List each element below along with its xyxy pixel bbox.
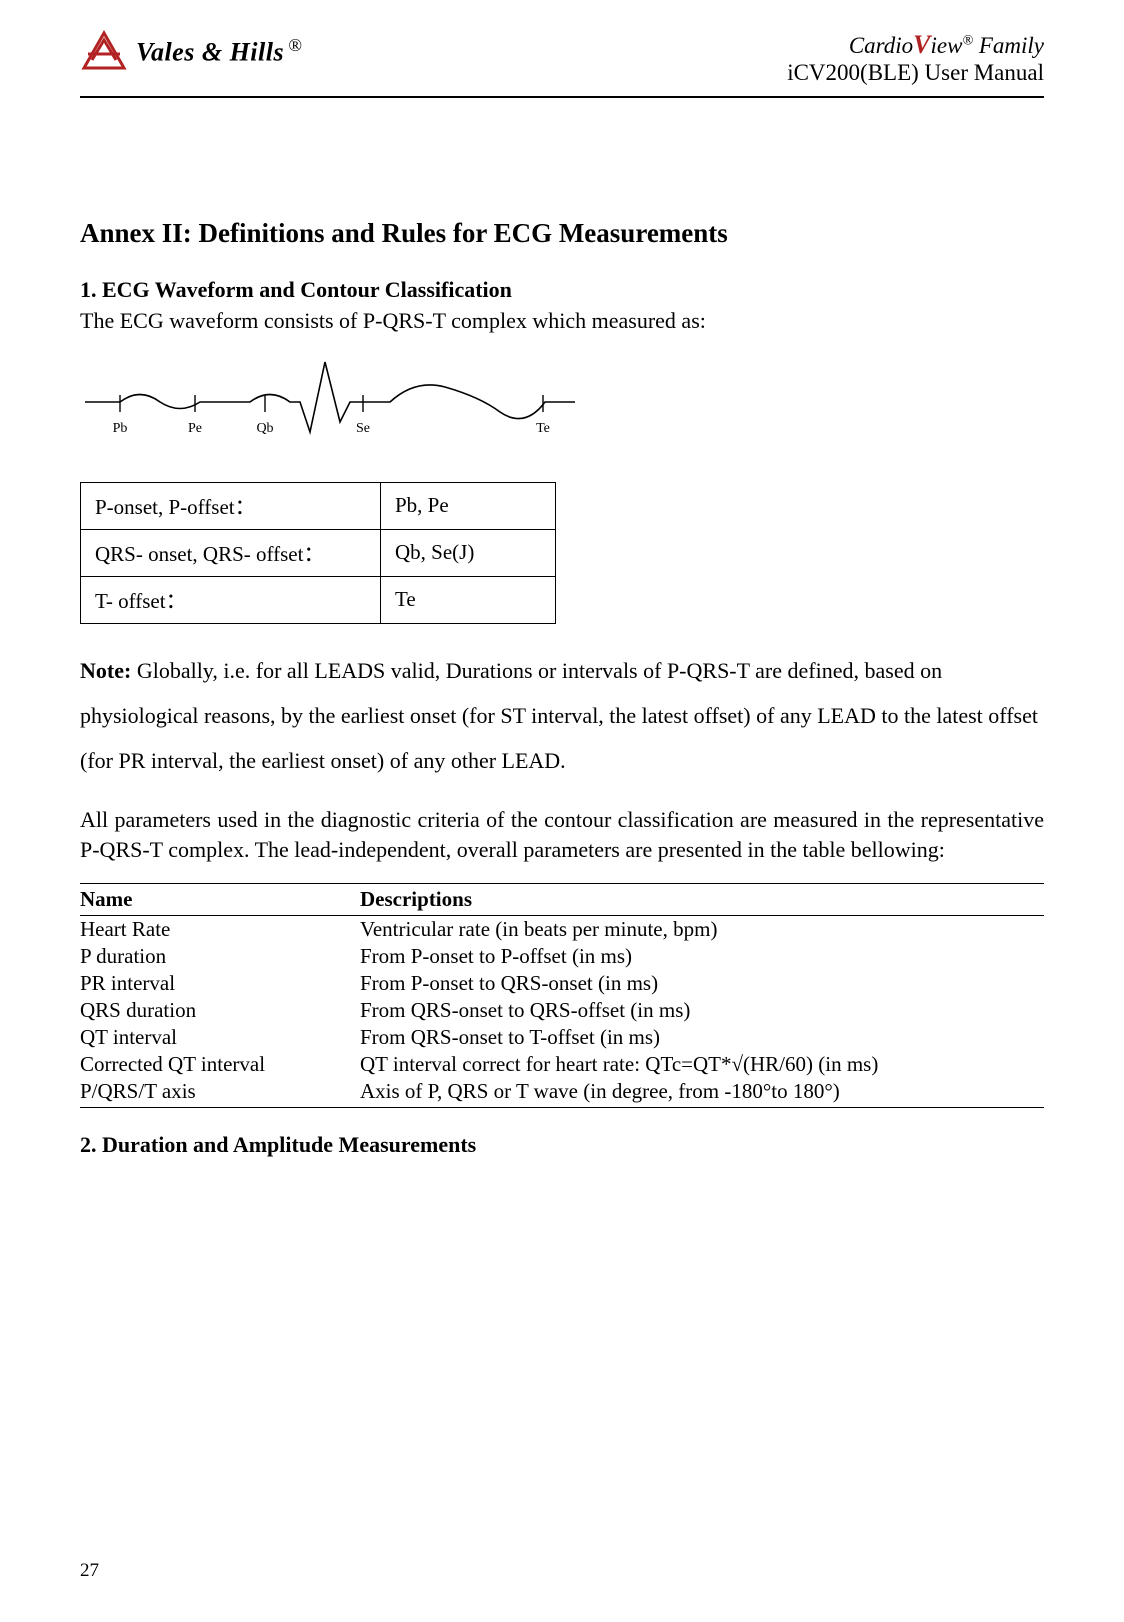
param-desc: Axis of P, QRS or T wave (in degree, fro…: [360, 1078, 1044, 1108]
brand-name: Vales & Hills®: [136, 35, 302, 68]
note-paragraph: Note: Globally, i.e. for all LEADS valid…: [80, 648, 1044, 783]
annex-label: Annex II:: [80, 218, 192, 248]
reg-mark: ®: [288, 35, 302, 55]
product-suffix: iew: [931, 33, 963, 58]
param-desc: QT interval correct for heart rate: QTc=…: [360, 1051, 1044, 1078]
note-text: Globally, i.e. for all LEADS valid, Dura…: [80, 658, 1038, 773]
cell: QRS- onset, QRS- offset：: [81, 529, 381, 576]
product-family-word: Family: [973, 33, 1044, 58]
section1-intro: The ECG waveform consists of P-QRS-T com…: [80, 305, 1044, 337]
table-row: Heart RateVentricular rate (in beats per…: [80, 915, 1044, 943]
param-desc: From P-onset to QRS-onset (in ms): [360, 970, 1044, 997]
paragraph-2: All parameters used in the diagnostic cr…: [80, 805, 1044, 864]
table-row: PR intervalFrom P-onset to QRS-onset (in…: [80, 970, 1044, 997]
param-desc: From QRS-onset to T-offset (in ms): [360, 1024, 1044, 1051]
table-row: QRS- onset, QRS- offset： Qb, Se(J): [81, 529, 556, 576]
cell: Te: [381, 576, 556, 623]
parameters-table: Name Descriptions Heart RateVentricular …: [80, 883, 1044, 1108]
cell: T- offset：: [81, 576, 381, 623]
param-name: PR interval: [80, 970, 360, 997]
table-row: P durationFrom P-onset to P-offset (in m…: [80, 943, 1044, 970]
page-header: Vales & Hills® CardioView® Family iCV200…: [80, 30, 1044, 98]
section2-heading: 2. Duration and Amplitude Measurements: [80, 1132, 1044, 1158]
onset-offset-table: P-onset, P-offset： Pb, Pe QRS- onset, QR…: [80, 482, 556, 624]
cell: P-onset, P-offset：: [81, 482, 381, 529]
product-family: CardioView® Family: [787, 30, 1044, 60]
param-name: P/QRS/T axis: [80, 1078, 360, 1108]
brand-block: Vales & Hills®: [80, 30, 302, 72]
param-name: Corrected QT interval: [80, 1051, 360, 1078]
param-name: P duration: [80, 943, 360, 970]
param-desc: From P-onset to P-offset (in ms): [360, 943, 1044, 970]
param-name: QRS duration: [80, 997, 360, 1024]
note-label: Note:: [80, 658, 131, 683]
manual-model: iCV200(BLE) User Manual: [787, 60, 1044, 86]
ecg-waveform-diagram: Pb Pe Qb Se Te: [80, 357, 580, 472]
page-number: 27: [80, 1560, 99, 1582]
table-row: P-onset, P-offset： Pb, Pe: [81, 482, 556, 529]
col-desc: Descriptions: [360, 883, 1044, 915]
annex-title: Annex II: Definitions and Rules for ECG …: [80, 218, 1044, 249]
table-row: QT intervalFrom QRS-onset to T-offset (i…: [80, 1024, 1044, 1051]
wave-label-pb: Pb: [113, 421, 128, 436]
brand-text: Vales & Hills: [136, 37, 284, 66]
section1-heading: 1. ECG Waveform and Contour Classificati…: [80, 277, 1044, 303]
param-name: Heart Rate: [80, 915, 360, 943]
table-row: QRS durationFrom QRS-onset to QRS-offset…: [80, 997, 1044, 1024]
wave-label-qb: Qb: [256, 421, 273, 436]
table-row: Corrected QT intervalQT interval correct…: [80, 1051, 1044, 1078]
product-v: V: [913, 30, 930, 59]
product-reg: ®: [962, 33, 973, 48]
wave-label-se: Se: [356, 421, 370, 436]
table-row: P/QRS/T axisAxis of P, QRS or T wave (in…: [80, 1078, 1044, 1108]
cell: Pb, Pe: [381, 482, 556, 529]
col-name: Name: [80, 883, 360, 915]
cell: Qb, Se(J): [381, 529, 556, 576]
wave-label-te: Te: [536, 421, 550, 436]
wave-label-pe: Pe: [188, 421, 202, 436]
annex-title-text: Definitions and Rules for ECG Measuremen…: [192, 218, 728, 248]
product-prefix: Cardio: [849, 33, 913, 58]
param-desc: Ventricular rate (in beats per minute, b…: [360, 915, 1044, 943]
param-name: QT interval: [80, 1024, 360, 1051]
param-desc: From QRS-onset to QRS-offset (in ms): [360, 997, 1044, 1024]
header-right: CardioView® Family iCV200(BLE) User Manu…: [787, 30, 1044, 86]
table-row: T- offset： Te: [81, 576, 556, 623]
brand-logo-icon: [80, 30, 128, 72]
